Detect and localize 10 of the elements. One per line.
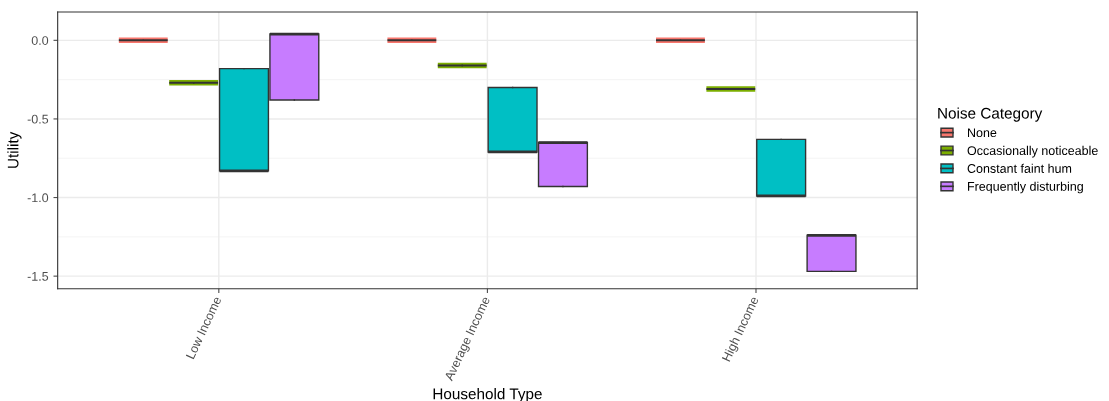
y-tick-label: 0.0 (31, 36, 49, 45)
legend-label: Occasionally noticeable (967, 145, 1098, 158)
y-axis-title: Utility (7, 131, 22, 168)
y-tick-label: -0.5 (27, 114, 49, 124)
y-tick-label: -1.0 (27, 193, 49, 203)
legend-title: Noise Category (938, 107, 1043, 122)
legend-label: None (968, 128, 997, 138)
legend-label: Frequently disturbing (968, 181, 1083, 194)
legend-label: Constant faint hum (967, 163, 1072, 173)
y-tick-label: -1.5 (27, 272, 49, 281)
